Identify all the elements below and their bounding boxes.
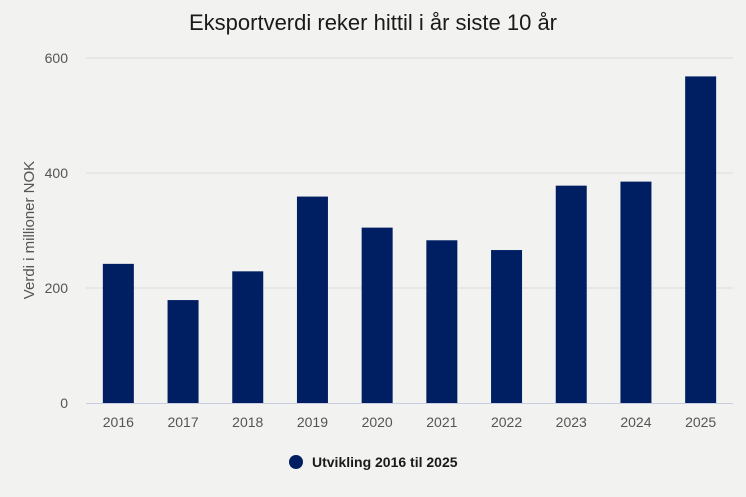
y-axis-label: Verdi i millioner NOK xyxy=(21,161,38,299)
legend-marker xyxy=(289,455,303,469)
legend-label: Utvikling 2016 til 2025 xyxy=(312,454,458,470)
bar-2018[interactable] xyxy=(232,271,264,403)
bar-2017[interactable] xyxy=(167,300,199,403)
x-tick-label: 2023 xyxy=(556,414,587,430)
y-axis-ticks: 0 200 400 600 xyxy=(45,50,69,411)
x-axis-ticks: 2016 2017 2018 2019 2020 2021 2022 2023 2024 2025 xyxy=(103,414,717,430)
chart-title: Eksportverdi reker hittil i år siste 10 … xyxy=(189,10,557,35)
x-tick-label: 2017 xyxy=(167,414,198,430)
x-tick-label: 2024 xyxy=(620,414,651,430)
x-tick-label: 2019 xyxy=(297,414,328,430)
bar-2021[interactable] xyxy=(426,240,458,403)
y-tick-label: 400 xyxy=(45,165,69,181)
bar-2016[interactable] xyxy=(102,263,134,403)
bar-2019[interactable] xyxy=(296,196,328,403)
x-tick-label: 2021 xyxy=(426,414,457,430)
bar-2020[interactable] xyxy=(361,227,393,403)
x-tick-label: 2022 xyxy=(491,414,522,430)
y-tick-label: 0 xyxy=(60,395,68,411)
bar-2024[interactable] xyxy=(620,181,652,403)
bar-2023[interactable] xyxy=(555,185,587,403)
bar-2025[interactable] xyxy=(685,76,717,404)
legend[interactable]: Utvikling 2016 til 2025 xyxy=(289,454,458,470)
x-tick-label: 2020 xyxy=(362,414,393,430)
bar-2022[interactable] xyxy=(491,250,523,403)
x-tick-label: 2018 xyxy=(232,414,263,430)
x-tick-label: 2025 xyxy=(685,414,716,430)
y-tick-label: 600 xyxy=(45,50,69,66)
bars xyxy=(102,76,717,404)
y-tick-label: 200 xyxy=(45,280,69,296)
x-tick-label: 2016 xyxy=(103,414,134,430)
